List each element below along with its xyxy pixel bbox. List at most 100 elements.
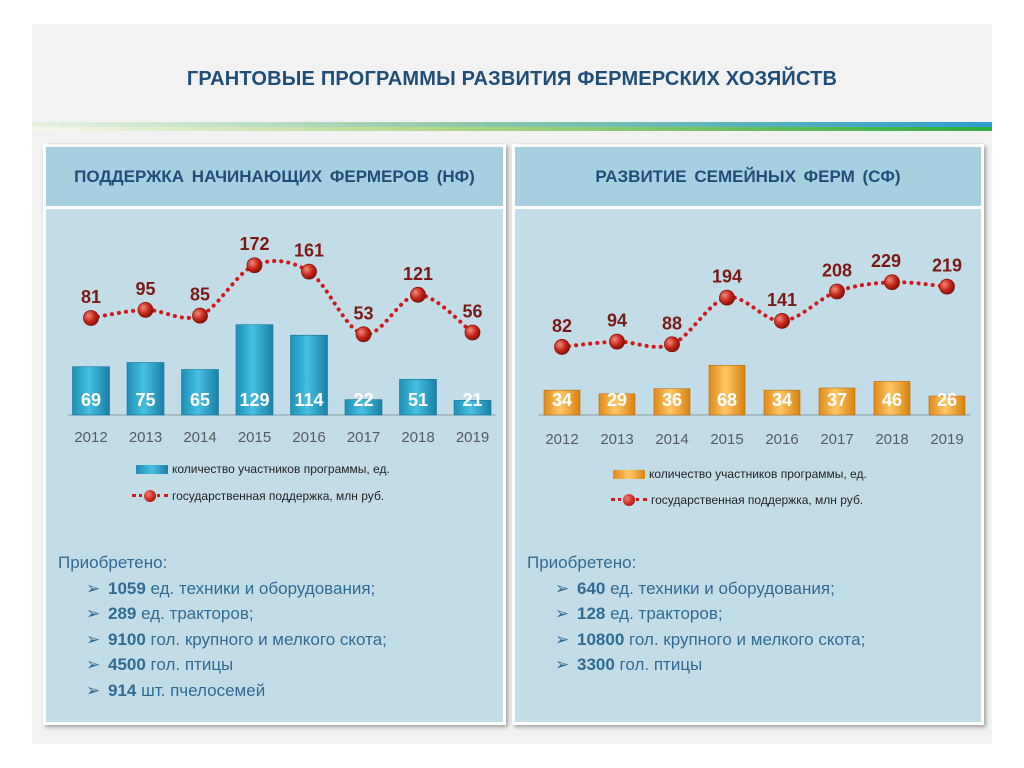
acquired-title: Приобретено: (58, 553, 168, 572)
x-tick-label: 2018 (875, 431, 908, 448)
acquired-item: ➢ 640 ед. техники и оборудования; (527, 576, 865, 602)
x-tick-label: 2013 (600, 431, 633, 448)
chevron-right-icon: ➢ (86, 578, 101, 598)
point-value-label: 95 (135, 279, 155, 299)
bar (235, 324, 274, 416)
acquired-list-family-farms: Приобретено: ➢ 640 ед. техники и оборудов… (527, 550, 865, 678)
bar-value-label: 29 (607, 390, 627, 410)
legend-label-support: государственная поддержка, млн руб. (172, 489, 385, 503)
support-point (664, 336, 680, 353)
legend-label-participants: количество участников программы, ед. (172, 462, 390, 476)
point-value-label: 53 (353, 303, 373, 323)
bar-value-label: 51 (408, 390, 428, 410)
page-title: ГРАНТОВЫЕ ПРОГРАММЫ РАЗВИТИЯ ФЕРМЕРСКИХ … (186, 68, 838, 90)
title-divider-top (32, 122, 992, 127)
chevron-right-icon: ➢ (86, 655, 101, 674)
bar (708, 365, 746, 416)
chevron-right-icon: ➢ (86, 604, 101, 623)
bar (928, 395, 966, 416)
chevron-right-icon: ➢ (555, 629, 570, 649)
bar-value-label: 69 (81, 390, 101, 410)
bar-value-label: 21 (462, 390, 482, 410)
point-value-label: 208 (822, 260, 852, 280)
point-value-label: 161 (294, 241, 324, 261)
support-point (355, 326, 372, 343)
acquired-item: ➢ 9100 гол. крупного и мелкого скота; (58, 627, 387, 653)
bar (653, 388, 691, 416)
acquired-item: ➢ 3300 гол. птицы (527, 652, 865, 678)
point-value-label: 219 (932, 256, 962, 276)
bar-value-label: 34 (552, 390, 572, 410)
x-tick-label: 2019 (456, 429, 489, 446)
legend-line-swatch (132, 490, 168, 502)
acquired-item: ➢ 128 ед. тракторов; (527, 601, 865, 627)
support-point (410, 286, 426, 303)
support-point (301, 263, 317, 280)
x-tick-label: 2017 (820, 431, 853, 448)
x-tick-label: 2012 (545, 431, 578, 448)
point-value-label: 85 (190, 285, 210, 305)
x-tick-label: 2016 (292, 429, 325, 446)
bar (344, 399, 383, 416)
support-point (464, 324, 481, 341)
chart-family-farms: 34 29 36 68 34 37 46 26 82 94 88 194 141 208 229 219 2… (538, 251, 971, 448)
support-point (774, 313, 790, 329)
legend-item-support: государственная поддержка, млн руб. (132, 489, 384, 503)
legend-item-support: государственная поддержка, млн руб. (611, 493, 863, 507)
chevron-right-icon: ➢ (555, 578, 570, 598)
legend-label-support: государственная поддержка, млн руб. (651, 493, 864, 507)
support-point (884, 274, 900, 291)
point-value-label: 121 (403, 264, 433, 284)
bar (763, 389, 801, 416)
bar (543, 389, 581, 416)
bar-value-label: 46 (882, 390, 902, 410)
point-value-label: 94 (607, 311, 627, 331)
bar-value-label: 129 (239, 390, 269, 410)
legend-bar-swatch (136, 464, 168, 474)
point-value-label: 172 (239, 234, 269, 254)
chevron-right-icon: ➢ (555, 604, 570, 623)
legend-label-participants: количество участников программы, ед. (649, 467, 867, 481)
bar (873, 381, 911, 416)
legend-bar-swatch (613, 469, 645, 479)
chevron-right-icon: ➢ (86, 629, 101, 649)
x-tick-label: 2019 (930, 431, 963, 448)
acquired-item: ➢ 289 ед. тракторов; (58, 601, 387, 627)
title-divider-bottom (32, 127, 992, 131)
x-tick-label: 2014 (655, 431, 688, 448)
point-value-label: 229 (871, 251, 901, 271)
chart-beginning-farmers: 69 75 65 129 114 22 51 21 81 95 85 172 161 53 121 56 2… (67, 234, 496, 446)
bar (72, 366, 110, 416)
chevron-right-icon: ➢ (86, 680, 101, 700)
panel-header-family-farms: РАЗВИТИЕ СЕМЕЙНЫХ ФЕРМ (СФ) (515, 147, 981, 209)
bar-value-label: 34 (772, 390, 792, 410)
x-tick-label: 2016 (765, 431, 798, 448)
bar-value-label: 22 (353, 390, 373, 410)
x-tick-label: 2017 (347, 429, 380, 446)
bar (818, 387, 856, 416)
point-value-label: 141 (767, 290, 797, 310)
bar (290, 334, 328, 416)
acquired-list-beginning-farmers: Приобретено: ➢ 1059 ед. техники и оборудо… (58, 550, 387, 703)
bar (453, 400, 492, 416)
point-value-label: 82 (552, 316, 572, 336)
support-point (719, 289, 735, 306)
x-tick-label: 2015 (238, 429, 271, 446)
x-tick-label: 2014 (183, 429, 216, 446)
acquired-item: ➢ 1059 ед. техники и оборудования; (58, 576, 387, 602)
acquired-item: ➢ 4500 гол. птицы (58, 652, 387, 678)
panel-header-beginning-farmers: ПОДДЕРЖКА НАЧИНАЮЩИХ ФЕРМЕРОВ (НФ) (46, 147, 503, 209)
bar (181, 369, 219, 416)
bar-value-label: 68 (717, 390, 737, 410)
point-value-label: 56 (462, 302, 482, 322)
bar-value-label: 65 (190, 390, 210, 410)
bar-value-label: 37 (827, 390, 847, 410)
support-point (192, 307, 208, 324)
point-value-label: 88 (662, 313, 682, 333)
x-tick-label: 2018 (401, 429, 434, 446)
bar (399, 379, 437, 416)
bar-value-label: 114 (294, 390, 323, 410)
bar-value-label: 75 (135, 390, 155, 410)
x-tick-label: 2013 (129, 429, 162, 446)
legend-item-participants: количество участников программы, ед. (613, 467, 867, 481)
